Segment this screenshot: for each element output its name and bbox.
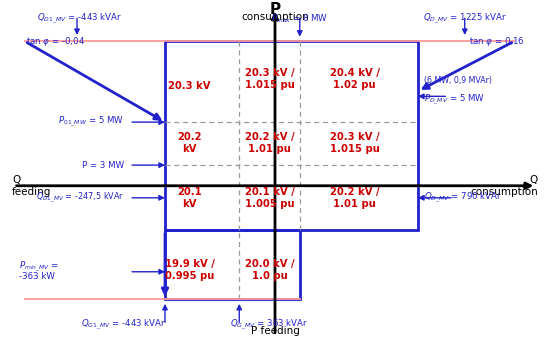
Text: (6 MW, 0,9 MVAr): (6 MW, 0,9 MVAr) — [424, 76, 491, 85]
Text: $P_{max}$ = 8 MW: $P_{max}$ = 8 MW — [271, 13, 328, 25]
Text: 20.2 kV /
1.01 pu: 20.2 kV / 1.01 pu — [245, 131, 294, 154]
Text: $Q_{D\_MV}$ = 1225 kVAr: $Q_{D\_MV}$ = 1225 kVAr — [423, 12, 507, 26]
Text: $Q_{G1\_MV}$ = -443 kVAr: $Q_{G1\_MV}$ = -443 kVAr — [81, 318, 167, 332]
Text: tan $\varphi$ = -0,04: tan $\varphi$ = -0,04 — [26, 35, 85, 49]
Text: 20.2 kV /
1.01 pu: 20.2 kV / 1.01 pu — [330, 186, 380, 209]
Text: Q
consumption: Q consumption — [470, 175, 538, 196]
Text: 20.1 kV /
1.005 pu: 20.1 kV / 1.005 pu — [245, 186, 294, 209]
Text: 19.9 kV /
0.995 pu: 19.9 kV / 0.995 pu — [165, 259, 214, 281]
Text: P: P — [270, 2, 280, 17]
Text: 20.3 kV: 20.3 kV — [168, 81, 211, 91]
Text: $Q_{D1\_MV}$ = -443 kVAr: $Q_{D1\_MV}$ = -443 kVAr — [37, 12, 123, 26]
Text: 20.1
kV: 20.1 kV — [177, 186, 202, 209]
Text: $P_{min\_MV}$ =: $P_{min\_MV}$ = — [19, 259, 59, 274]
Bar — [165, 41, 418, 230]
Text: P = 3 MW: P = 3 MW — [81, 161, 124, 170]
Bar — [165, 230, 300, 299]
Text: $P_{01\_MW}$ = 5 MW: $P_{01\_MW}$ = 5 MW — [58, 115, 124, 129]
Text: 20.3 kV /
1.015 pu: 20.3 kV / 1.015 pu — [330, 131, 380, 154]
Text: $Q_{D\_MV}$ = 790 kVAr: $Q_{D\_MV}$ = 790 kVAr — [424, 191, 502, 205]
Text: 20.3 kV /
1.015 pu: 20.3 kV / 1.015 pu — [245, 68, 294, 90]
Text: $Q_{D1\_MV}$ = -247,5 kVAr: $Q_{D1\_MV}$ = -247,5 kVAr — [36, 191, 124, 205]
Text: 20.0 kV /
1.0 pu: 20.0 kV / 1.0 pu — [245, 259, 294, 281]
Text: 20.4 kV /
1.02 pu: 20.4 kV / 1.02 pu — [330, 68, 380, 90]
Text: consumption: consumption — [241, 12, 309, 22]
Text: $P_{D\_MV}$ = 5 MW: $P_{D\_MV}$ = 5 MW — [424, 93, 485, 107]
Text: 20.2
kV: 20.2 kV — [178, 131, 202, 154]
Text: P feeding: P feeding — [251, 326, 299, 336]
Text: tan $\varphi$ = 0,16: tan $\varphi$ = 0,16 — [469, 35, 525, 49]
Text: $Q_{G\_MV}$ = 363 kVAr: $Q_{G\_MV}$ = 363 kVAr — [230, 318, 309, 332]
Text: Q
feeding: Q feeding — [12, 175, 52, 196]
Text: -363 kW: -363 kW — [19, 272, 55, 281]
